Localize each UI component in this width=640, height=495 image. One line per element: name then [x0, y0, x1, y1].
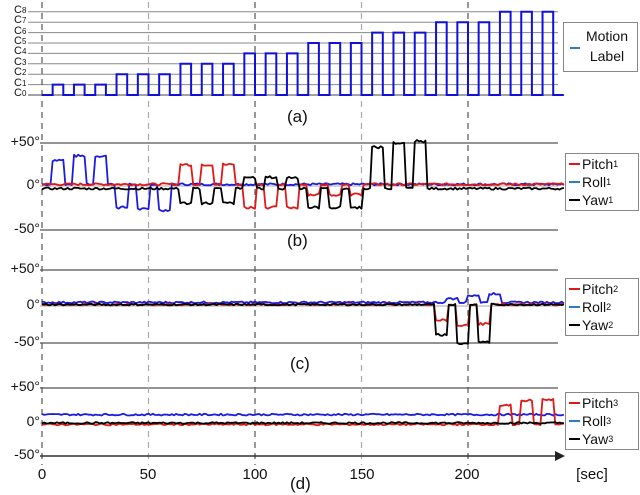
panel-d-ylabel-zero: 0°	[26, 413, 40, 429]
x-tick-50: 50	[139, 466, 157, 483]
roll-swatch	[569, 306, 580, 308]
panel-b-ylabel-neg50: -50°	[14, 220, 40, 236]
legend-pitch3: Pitch 3	[566, 394, 638, 412]
panel-a-ylabel-c5: C5	[14, 35, 27, 47]
panel-a-ylabel-c4: C4	[14, 45, 27, 58]
panel-b-legend: Pitch 1 Roll 1 Yaw 1	[565, 153, 639, 211]
panel-a-ylabel-c8: C8	[14, 3, 27, 16]
pitch-swatch	[569, 163, 580, 165]
roll1-line	[41, 153, 564, 213]
panel-a-ylabel-c1: C1	[14, 76, 27, 89]
roll-swatch	[569, 420, 580, 422]
legend-roll3: Roll 3	[566, 412, 638, 430]
legend-yaw3: Yaw 3	[566, 430, 638, 448]
panel-a-ylabel-c0: C0	[14, 87, 27, 99]
panel-a-caption: (a)	[287, 107, 308, 126]
x-axis-unit: [sec]	[576, 466, 608, 483]
motion-label-swatch	[570, 47, 580, 49]
pitch2-line	[41, 302, 565, 327]
yaw2-line	[41, 302, 565, 345]
panel-c-caption: (c)	[290, 354, 310, 373]
legend-motion-label-line1: Motion	[585, 28, 629, 44]
yaw3-line	[41, 421, 564, 425]
legend-yaw1: Yaw 1	[566, 191, 638, 209]
panel-a-ylabel-c3: C3	[14, 55, 27, 68]
panel-a-ylabel-c6: C6	[14, 24, 27, 37]
panel-b-caption: (b)	[287, 231, 308, 250]
roll2-line	[41, 292, 565, 305]
panel-c-ylabel-zero: 0°	[26, 296, 40, 312]
yaw-swatch	[569, 199, 580, 201]
pitch3-line	[41, 398, 564, 427]
legend-yaw2: Yaw 2	[566, 316, 638, 334]
panel-a-ylabel-c2: C2	[14, 66, 27, 79]
legend-pitch1: Pitch 1	[566, 155, 638, 173]
pitch-swatch	[569, 288, 580, 290]
panel-c-ylabel-pos50: +50°	[10, 260, 40, 276]
panel-d-ylabel-neg50: -50°	[14, 446, 40, 462]
panel-c-legend: Pitch 2 Roll 2 Yaw 2	[565, 278, 639, 336]
panel-c-ylabel-neg50: -50°	[14, 333, 40, 349]
x-tick-100: 100	[242, 466, 268, 483]
roll3-line	[41, 412, 565, 417]
panel-a-legend: Motion Label	[563, 22, 638, 72]
legend-roll2: Roll 2	[566, 298, 638, 316]
x-tick-0: 0	[37, 466, 47, 483]
yaw-swatch	[569, 324, 580, 326]
pitch-swatch	[569, 402, 580, 404]
panel-d-legend: Pitch 3 Roll 3 Yaw 3	[565, 392, 639, 450]
panel-d-caption: (d)	[290, 474, 311, 493]
roll-swatch	[569, 181, 580, 183]
panel-d-ylabel-pos50: +50°	[10, 378, 40, 394]
panel-b-ylabel-pos50: +50°	[10, 133, 40, 149]
data-series	[41, 10, 565, 427]
legend-pitch2: Pitch 2	[566, 280, 638, 298]
panel-a-ylabel-c7: C7	[14, 14, 27, 27]
legend-roll1: Roll 1	[566, 173, 638, 191]
legend-motion-label-line2: Label	[589, 48, 625, 64]
x-tick-150: 150	[349, 466, 375, 483]
x-tick-200: 200	[454, 466, 480, 483]
yaw-swatch	[569, 438, 580, 440]
pitch1-line	[41, 162, 565, 210]
yaw1-line	[41, 139, 565, 210]
motion-label-line	[42, 10, 564, 96]
x-axis	[40, 451, 565, 461]
panel-b-ylabel-zero: 0°	[26, 176, 40, 192]
x-axis-arrow-icon	[555, 451, 565, 461]
